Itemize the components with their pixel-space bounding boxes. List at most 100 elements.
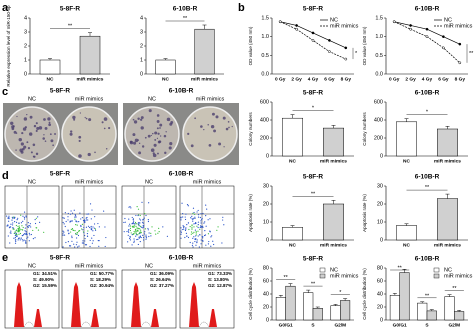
point — [328, 39, 331, 42]
event — [17, 231, 19, 233]
cycle-stat: S: 49.90% — [33, 277, 54, 282]
event — [8, 217, 10, 220]
event — [184, 218, 187, 221]
event — [20, 214, 22, 216]
y-tick-label: 80 — [263, 265, 269, 271]
colony — [218, 142, 222, 146]
point — [328, 50, 331, 53]
event — [191, 215, 193, 217]
event — [10, 232, 12, 234]
event — [18, 222, 20, 224]
event — [145, 236, 147, 238]
significance: ** — [452, 286, 457, 292]
event — [62, 233, 64, 235]
y-axis-label: OD value (450 nm) — [248, 26, 253, 65]
dish — [124, 106, 180, 162]
event — [200, 243, 202, 245]
colony — [164, 151, 167, 155]
event — [205, 204, 207, 206]
y-tick-label: 600 — [260, 99, 269, 105]
error-bar — [343, 298, 348, 301]
event — [97, 222, 99, 225]
y-tick-label: 0.5 — [261, 53, 269, 59]
error-bar — [331, 125, 336, 129]
colony — [156, 114, 160, 117]
colony — [23, 145, 27, 149]
event — [71, 227, 74, 230]
y-tick-label: 10 — [263, 219, 269, 225]
colony — [87, 152, 91, 157]
event — [18, 237, 20, 239]
colony — [159, 127, 161, 129]
event — [92, 240, 94, 242]
event — [23, 233, 25, 236]
event — [187, 205, 189, 207]
dish — [61, 106, 117, 162]
g1-peak — [189, 282, 199, 327]
event — [148, 202, 150, 204]
colony — [153, 143, 157, 147]
event — [22, 226, 24, 229]
bar — [396, 225, 417, 241]
event — [63, 223, 65, 225]
colony — [141, 145, 145, 148]
event — [103, 210, 105, 212]
event — [145, 214, 147, 217]
event — [75, 220, 77, 222]
colony — [159, 123, 163, 127]
event — [185, 227, 187, 229]
event — [133, 241, 135, 243]
event — [25, 224, 27, 226]
colony — [133, 141, 137, 145]
event — [62, 221, 64, 224]
event — [197, 209, 199, 212]
event — [83, 242, 85, 244]
y-tick-label: 0 — [266, 153, 269, 159]
significance: ** — [183, 16, 188, 22]
event — [15, 224, 17, 227]
event — [130, 207, 132, 209]
significance: ** — [284, 275, 289, 281]
point — [458, 61, 462, 65]
event — [147, 227, 149, 230]
event — [142, 234, 144, 237]
event — [186, 224, 188, 226]
y-tick-label: 60 — [263, 278, 269, 284]
event — [133, 230, 135, 233]
event — [76, 224, 78, 226]
bar — [39, 59, 61, 75]
event — [74, 214, 76, 216]
event — [70, 231, 72, 233]
event — [22, 215, 24, 217]
colony — [73, 118, 76, 121]
event — [69, 221, 71, 223]
y-axis-label: Colony numbers — [362, 112, 367, 146]
event — [145, 234, 147, 236]
event — [23, 218, 26, 220]
event — [150, 235, 152, 237]
cycle-stat: G2: 12.87% — [208, 283, 232, 288]
event — [213, 243, 215, 246]
event — [137, 224, 140, 226]
y-tick-label: 20 — [263, 201, 269, 207]
chart-title: 5-8F-R — [303, 90, 324, 97]
event — [29, 225, 31, 227]
event — [76, 241, 78, 243]
event — [205, 244, 207, 246]
event — [15, 229, 18, 231]
colony — [103, 127, 106, 130]
point — [425, 27, 429, 31]
flow-plot — [61, 185, 117, 249]
event — [136, 234, 138, 236]
colony — [52, 144, 55, 147]
colony — [132, 133, 136, 137]
error-bar — [306, 289, 311, 293]
event — [137, 234, 139, 236]
legend-label: NC — [330, 17, 338, 23]
event — [13, 237, 15, 239]
event — [207, 233, 210, 235]
y-tick-label: 20 — [377, 201, 383, 207]
event — [191, 224, 193, 226]
panel-label: d — [2, 170, 9, 182]
chart-title: 5-8F-R — [60, 6, 81, 13]
